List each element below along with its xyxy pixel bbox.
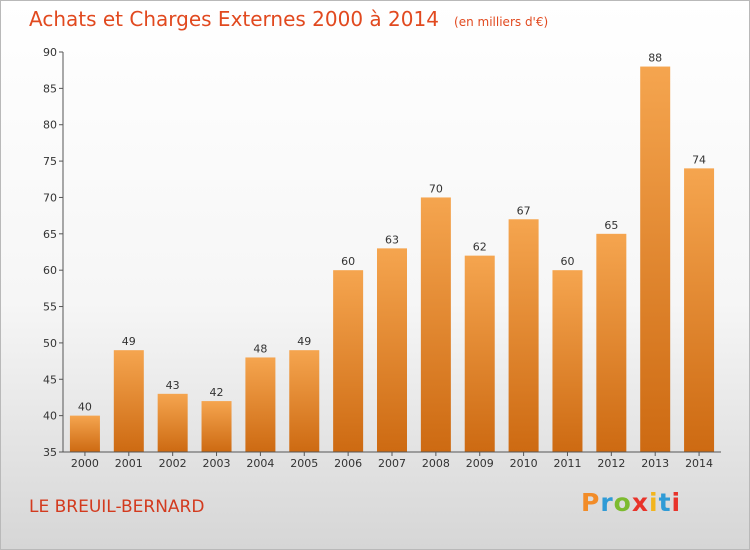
bar xyxy=(420,197,451,452)
y-tick-label: 80 xyxy=(43,119,57,132)
x-tick-label: 2006 xyxy=(334,457,362,470)
bar xyxy=(377,248,407,452)
bar xyxy=(640,66,671,452)
y-tick-label: 55 xyxy=(43,301,57,314)
logo-letter: o xyxy=(613,488,632,517)
value-label: 74 xyxy=(692,153,706,166)
bar xyxy=(552,270,583,452)
chart-title-row: Achats et Charges Externes 2000 à 2014 (… xyxy=(29,7,548,31)
x-tick-label: 2014 xyxy=(685,457,713,470)
logo-letter: i xyxy=(671,488,682,517)
bar xyxy=(684,168,715,452)
value-label: 49 xyxy=(297,335,311,348)
x-tick-label: 2001 xyxy=(115,457,143,470)
bar xyxy=(333,270,364,452)
value-label: 62 xyxy=(473,241,487,254)
bar xyxy=(69,415,100,452)
commune-name: LE BREUIL-BERNARD xyxy=(29,497,205,517)
bar xyxy=(464,255,495,452)
x-tick-label: 2008 xyxy=(422,457,450,470)
y-tick-label: 45 xyxy=(43,373,57,386)
logo-letter: i xyxy=(649,488,659,517)
x-tick-label: 2003 xyxy=(203,457,231,470)
x-tick-label: 2009 xyxy=(466,457,494,470)
x-tick-label: 2005 xyxy=(290,457,318,470)
value-label: 49 xyxy=(122,335,136,348)
y-tick-label: 40 xyxy=(43,410,57,423)
value-label: 63 xyxy=(385,233,399,246)
value-label: 65 xyxy=(604,219,618,232)
value-label: 60 xyxy=(341,255,355,268)
value-label: 70 xyxy=(429,182,443,195)
x-tick-label: 2007 xyxy=(378,457,406,470)
x-tick-label: 2013 xyxy=(641,457,669,470)
x-tick-label: 2000 xyxy=(71,457,99,470)
value-label: 43 xyxy=(166,379,180,392)
bar xyxy=(508,219,539,452)
y-tick-label: 65 xyxy=(43,228,57,241)
logo-letter: P xyxy=(581,488,601,517)
x-tick-label: 2011 xyxy=(553,457,581,470)
y-tick-label: 50 xyxy=(43,337,57,350)
logo-letter: r xyxy=(600,488,614,517)
bar xyxy=(157,393,188,452)
bar xyxy=(289,350,320,452)
proxiti-logo: Proxiti xyxy=(581,488,681,517)
y-tick-label: 75 xyxy=(43,155,57,168)
y-tick-label: 35 xyxy=(43,446,57,459)
x-tick-label: 2010 xyxy=(510,457,538,470)
y-tick-label: 70 xyxy=(43,191,57,204)
chart-title: Achats et Charges Externes 2000 à 2014 xyxy=(29,7,439,31)
value-label: 67 xyxy=(517,204,531,217)
value-label: 48 xyxy=(253,342,267,355)
value-label: 40 xyxy=(78,401,92,414)
x-tick-label: 2002 xyxy=(159,457,187,470)
value-label: 88 xyxy=(648,52,662,65)
x-tick-label: 2012 xyxy=(597,457,625,470)
y-tick-label: 90 xyxy=(43,46,57,59)
bar xyxy=(596,233,627,452)
bar xyxy=(245,357,276,452)
logo-letter: x xyxy=(631,488,649,517)
x-tick-label: 2004 xyxy=(246,457,274,470)
value-label: 42 xyxy=(210,386,224,399)
y-tick-label: 60 xyxy=(43,264,57,277)
bar xyxy=(113,350,144,452)
value-label: 60 xyxy=(560,255,574,268)
logo-letter: t xyxy=(658,488,672,517)
bar xyxy=(201,401,232,452)
chart-subtitle: (en milliers d'€) xyxy=(454,15,549,29)
y-tick-label: 85 xyxy=(43,82,57,95)
